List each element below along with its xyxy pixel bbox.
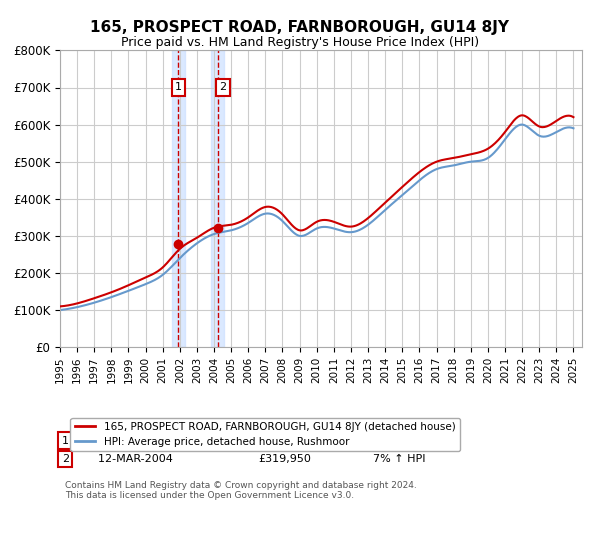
- Text: 30-NOV-2001: 30-NOV-2001: [91, 436, 172, 446]
- Text: 1: 1: [62, 436, 69, 446]
- Text: Price paid vs. HM Land Registry's House Price Index (HPI): Price paid vs. HM Land Registry's House …: [121, 36, 479, 49]
- Bar: [172, 50, 185, 347]
- Text: £319,950: £319,950: [259, 454, 311, 464]
- Legend: 165, PROSPECT ROAD, FARNBOROUGH, GU14 8JY (detached house), HPI: Average price, : 165, PROSPECT ROAD, FARNBOROUGH, GU14 8J…: [70, 418, 460, 451]
- Text: 2: 2: [62, 454, 69, 464]
- Text: 15% ↑ HPI: 15% ↑ HPI: [373, 436, 433, 446]
- Text: 12-MAR-2004: 12-MAR-2004: [91, 454, 173, 464]
- Bar: [211, 50, 224, 347]
- Text: 1: 1: [175, 82, 182, 92]
- Text: Contains HM Land Registry data © Crown copyright and database right 2024.
This d: Contains HM Land Registry data © Crown c…: [65, 480, 417, 500]
- Text: 7% ↑ HPI: 7% ↑ HPI: [373, 454, 426, 464]
- Text: 165, PROSPECT ROAD, FARNBOROUGH, GU14 8JY: 165, PROSPECT ROAD, FARNBOROUGH, GU14 8J…: [91, 20, 509, 35]
- Text: £278,000: £278,000: [259, 436, 311, 446]
- Text: 2: 2: [219, 82, 226, 92]
